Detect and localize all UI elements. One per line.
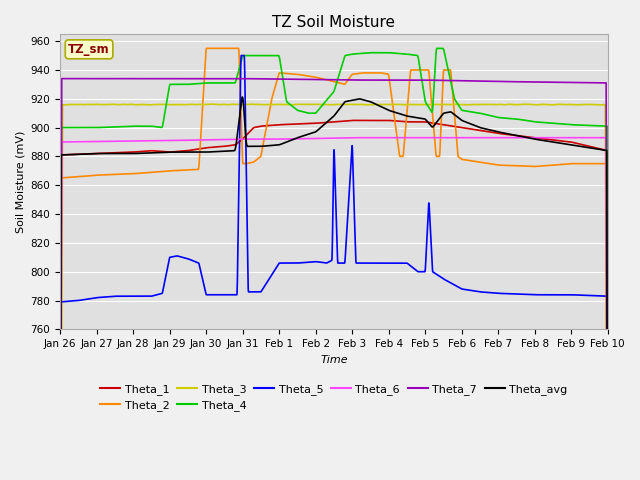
Theta_2 [452,134,460,140]
Theta_5 [520,291,528,297]
Theta_avg [488,127,495,133]
Theta_avg [598,147,605,153]
Theta_5 [452,283,460,289]
Theta_5 [598,293,605,299]
Theta_3 [404,102,412,108]
Theta_6 [404,135,412,141]
Line: Theta_7: Theta_7 [60,79,608,480]
Theta_5 [488,290,495,296]
Y-axis label: Soil Moisture (mV): Soil Moisture (mV) [15,131,25,233]
Theta_avg [168,149,176,155]
Theta_2 [488,161,495,167]
Theta_avg [239,94,246,100]
Theta_3 [452,101,460,107]
Theta_6 [350,135,358,141]
Theta_7 [598,80,605,86]
Theta_7 [404,77,412,83]
Theta_5 [168,254,176,260]
Theta_7 [520,79,528,84]
Theta_6 [452,135,460,141]
Theta_6 [168,138,176,144]
Theta_4 [598,123,605,129]
Title: TZ Soil Moisture: TZ Soil Moisture [273,15,396,30]
Theta_4 [404,51,412,57]
Theta_1 [168,149,176,155]
Text: TZ_sm: TZ_sm [68,43,110,56]
Theta_3 [168,102,176,108]
Theta_6 [488,135,495,141]
Theta_4 [488,113,495,119]
Theta_5 [237,53,245,59]
Theta_3 [488,102,495,108]
X-axis label: Time: Time [320,355,348,365]
Theta_5 [404,261,412,267]
Theta_7 [168,76,176,82]
Theta_avg [520,134,528,140]
Theta_1 [520,133,528,139]
Theta_avg [452,113,460,119]
Theta_7 [58,76,65,82]
Legend: Theta_1, Theta_2, Theta_3, Theta_4, Theta_5, Theta_6, Theta_7, Theta_avg: Theta_1, Theta_2, Theta_3, Theta_4, Thet… [96,379,572,416]
Line: Theta_5: Theta_5 [60,56,608,480]
Theta_3 [209,101,216,107]
Theta_4 [520,117,528,123]
Line: Theta_2: Theta_2 [60,48,608,480]
Theta_4 [168,82,176,87]
Theta_1 [404,119,412,125]
Theta_2 [404,96,412,102]
Line: Theta_3: Theta_3 [60,104,608,480]
Theta_7 [488,78,495,84]
Line: Theta_avg: Theta_avg [60,97,608,480]
Theta_2 [598,161,605,167]
Theta_1 [598,146,605,152]
Theta_3 [598,102,605,108]
Line: Theta_4: Theta_4 [60,48,608,480]
Theta_1 [452,124,460,130]
Line: Theta_6: Theta_6 [60,138,608,480]
Line: Theta_1: Theta_1 [60,120,608,480]
Theta_6 [520,135,528,141]
Theta_avg [404,113,412,119]
Theta_3 [520,101,528,107]
Theta_2 [203,46,211,51]
Theta_4 [433,46,441,51]
Theta_7 [452,78,460,84]
Theta_6 [598,135,605,141]
Theta_1 [488,130,495,135]
Theta_1 [349,118,357,123]
Theta_2 [168,168,176,174]
Theta_4 [452,99,460,105]
Theta_2 [520,163,528,169]
